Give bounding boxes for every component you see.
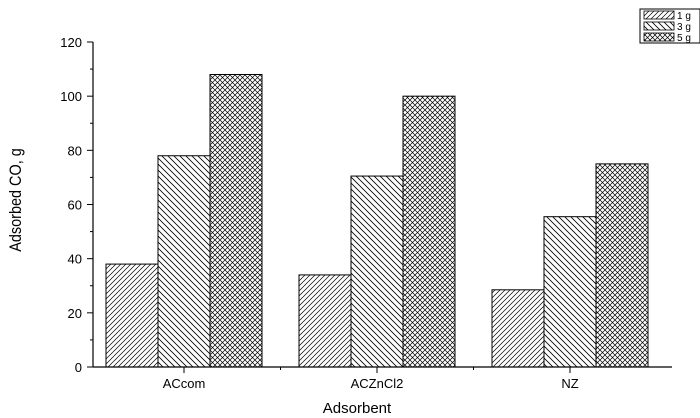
y-axis-ticks: 0 20 40 60 80 100 120	[60, 35, 93, 375]
y-tick-label: 100	[60, 89, 82, 104]
legend: 1 g3 g5 g	[639, 8, 700, 44]
y-tick-label: 20	[68, 306, 82, 321]
x-tick-label-nz: NZ	[561, 376, 578, 391]
y-tick-label: 0	[75, 360, 82, 375]
bar-aczncl2-series-3	[402, 95, 456, 368]
x-tick-label-aczncl2: ACZnCl2	[351, 376, 404, 391]
y-tick-label: 80	[68, 143, 82, 158]
bar-nz-series-3	[595, 163, 649, 368]
x-axis-title: Adsorbent	[323, 400, 392, 417]
legend-label-2: 3 g	[677, 22, 691, 33]
bar-nz-series-2	[543, 216, 597, 368]
y-tick-label: 60	[68, 198, 82, 213]
bar-aczncl2-series-2	[350, 175, 404, 368]
bar-accom-series-2	[157, 155, 211, 368]
legend-swatch-3	[643, 32, 675, 42]
bar-nz-series-1	[491, 289, 545, 368]
bars-group	[105, 74, 649, 368]
legend-swatch-2	[643, 21, 675, 31]
bar-accom-series-1	[105, 263, 159, 368]
y-tick-label: 120	[60, 35, 82, 50]
y-axis-title: Adsorbed CO, g	[7, 148, 25, 252]
x-tick-label-accom: ACcom	[163, 376, 206, 391]
bar-accom-series-3	[209, 74, 263, 368]
legend-label-3: 5 g	[677, 33, 691, 44]
y-tick-label: 40	[68, 252, 82, 267]
bar-aczncl2-series-1	[298, 274, 352, 368]
legend-label-1: 1 g	[677, 11, 691, 22]
legend-swatch-1	[643, 10, 675, 20]
axes: 0 20 40 60 80 100 120 ACcom ACZnCl2 NZ	[60, 35, 672, 391]
x-axis-ticks: ACcom ACZnCl2 NZ	[163, 367, 579, 391]
